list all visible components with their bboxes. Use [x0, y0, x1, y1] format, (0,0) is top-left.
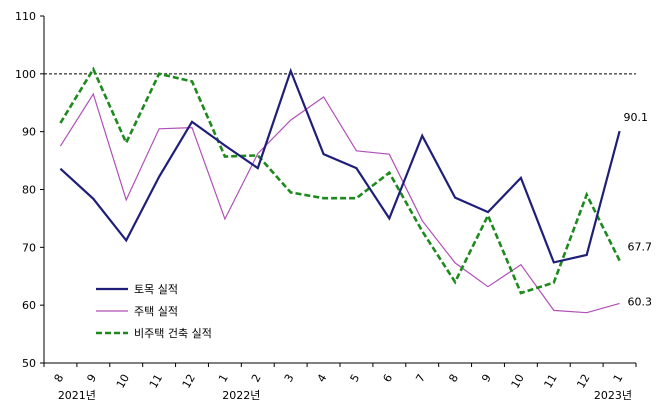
x-tick-label: 8	[446, 372, 461, 385]
y-tick-label: 90	[22, 126, 36, 139]
series-line-0	[59, 67, 621, 264]
y-tick-label: 80	[22, 184, 36, 197]
year-label: 2023년	[594, 389, 632, 402]
x-tick-label: 9	[479, 372, 494, 385]
legend-label: 주택 실적	[134, 305, 178, 318]
year-label: 2022년	[222, 389, 260, 402]
series-lines	[59, 66, 621, 314]
end-value-label: 67.7	[628, 241, 653, 254]
year-label: 2021년	[58, 389, 96, 402]
x-tick-label: 11	[541, 372, 559, 391]
y-tick-label: 110	[15, 10, 36, 23]
x-tick-label: 1	[611, 372, 626, 385]
x-tick-label: 5	[348, 372, 363, 385]
end-value-label: 90.1	[624, 111, 649, 124]
x-tick-label: 9	[85, 372, 100, 385]
y-tick-label: 70	[22, 241, 36, 254]
x-tick-label: 6	[381, 372, 396, 385]
y-tick-label: 60	[22, 299, 36, 312]
x-tick-label: 11	[147, 372, 165, 391]
x-tick-label: 12	[180, 372, 198, 391]
legend-label: 토목 실적	[134, 283, 178, 296]
y-tick-label: 50	[22, 357, 36, 370]
x-tick-label: 3	[282, 372, 297, 385]
end-value-label: 60.3	[628, 295, 653, 308]
x-tick-label: 7	[413, 372, 428, 385]
x-tick-label: 4	[315, 372, 330, 385]
legend-label: 비주택 건축 실적	[134, 327, 212, 340]
series-line-1	[59, 92, 620, 314]
x-tick-label: 2	[249, 372, 264, 385]
x-tick-label: 12	[574, 372, 592, 391]
end-labels: 90.1 60.3 67.7	[624, 111, 653, 308]
y-tick-label: 100	[15, 68, 36, 81]
x-tick-label: 8	[52, 372, 67, 385]
x-tick-label: 10	[509, 372, 527, 391]
x-tick-label: 1	[216, 372, 231, 385]
series-line-2	[59, 66, 621, 295]
x-tick-label: 10	[114, 372, 132, 391]
